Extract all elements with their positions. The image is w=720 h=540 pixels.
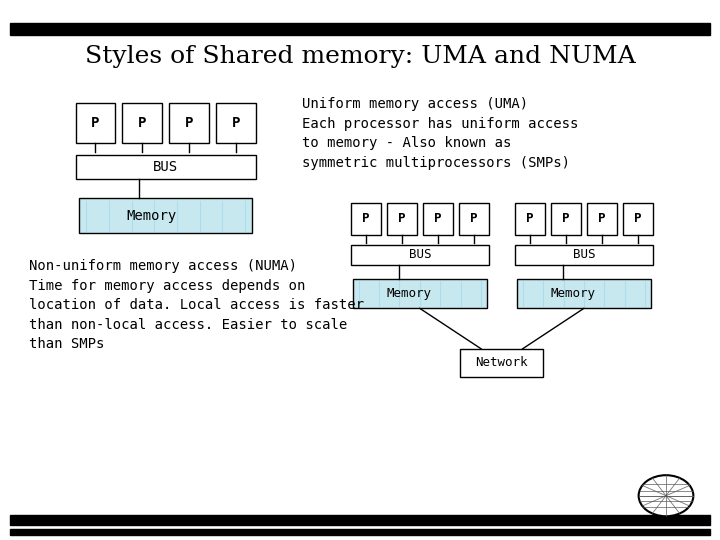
Text: P: P bbox=[138, 116, 146, 130]
Bar bbox=[351, 245, 489, 265]
Bar bbox=[515, 245, 653, 265]
Circle shape bbox=[639, 475, 693, 516]
Text: P: P bbox=[398, 212, 405, 225]
Text: P: P bbox=[634, 212, 642, 225]
Text: BUS: BUS bbox=[572, 248, 595, 261]
Bar bbox=[122, 103, 162, 143]
Bar bbox=[353, 279, 487, 308]
Bar bbox=[461, 349, 543, 377]
Text: BUS: BUS bbox=[408, 248, 431, 261]
Bar bbox=[517, 279, 651, 308]
Text: Uniform memory access (UMA)
Each processor has uniform access
to memory - Also k: Uniform memory access (UMA) Each process… bbox=[302, 97, 579, 170]
Text: Network: Network bbox=[476, 356, 528, 369]
Bar bbox=[459, 202, 489, 235]
Bar bbox=[551, 202, 581, 235]
Bar bbox=[515, 202, 545, 235]
Text: Memory: Memory bbox=[126, 209, 176, 222]
Text: Memory: Memory bbox=[551, 287, 595, 300]
Text: P: P bbox=[434, 212, 441, 225]
Bar bbox=[423, 202, 453, 235]
Text: Styles of Shared memory: UMA and NUMA: Styles of Shared memory: UMA and NUMA bbox=[85, 45, 635, 68]
Text: P: P bbox=[91, 116, 99, 130]
Text: P: P bbox=[562, 212, 570, 225]
Bar bbox=[10, 529, 710, 535]
Text: P: P bbox=[232, 116, 240, 130]
Bar bbox=[387, 202, 417, 235]
Text: P: P bbox=[598, 212, 606, 225]
Bar bbox=[79, 198, 252, 233]
Text: P: P bbox=[362, 212, 369, 225]
Bar bbox=[169, 103, 209, 143]
Text: BUS: BUS bbox=[153, 160, 178, 174]
Bar bbox=[76, 103, 115, 143]
Bar bbox=[216, 103, 256, 143]
Text: Non-uniform memory access (NUMA)
Time for memory access depends on
location of d: Non-uniform memory access (NUMA) Time fo… bbox=[29, 259, 364, 351]
Bar bbox=[10, 23, 710, 35]
Text: Memory: Memory bbox=[387, 287, 431, 300]
Bar bbox=[10, 515, 710, 525]
Bar bbox=[351, 202, 381, 235]
Bar bbox=[587, 202, 617, 235]
Bar bbox=[76, 155, 256, 179]
Text: P: P bbox=[185, 116, 193, 130]
Text: P: P bbox=[526, 212, 534, 225]
Bar bbox=[623, 202, 653, 235]
Text: P: P bbox=[470, 212, 477, 225]
